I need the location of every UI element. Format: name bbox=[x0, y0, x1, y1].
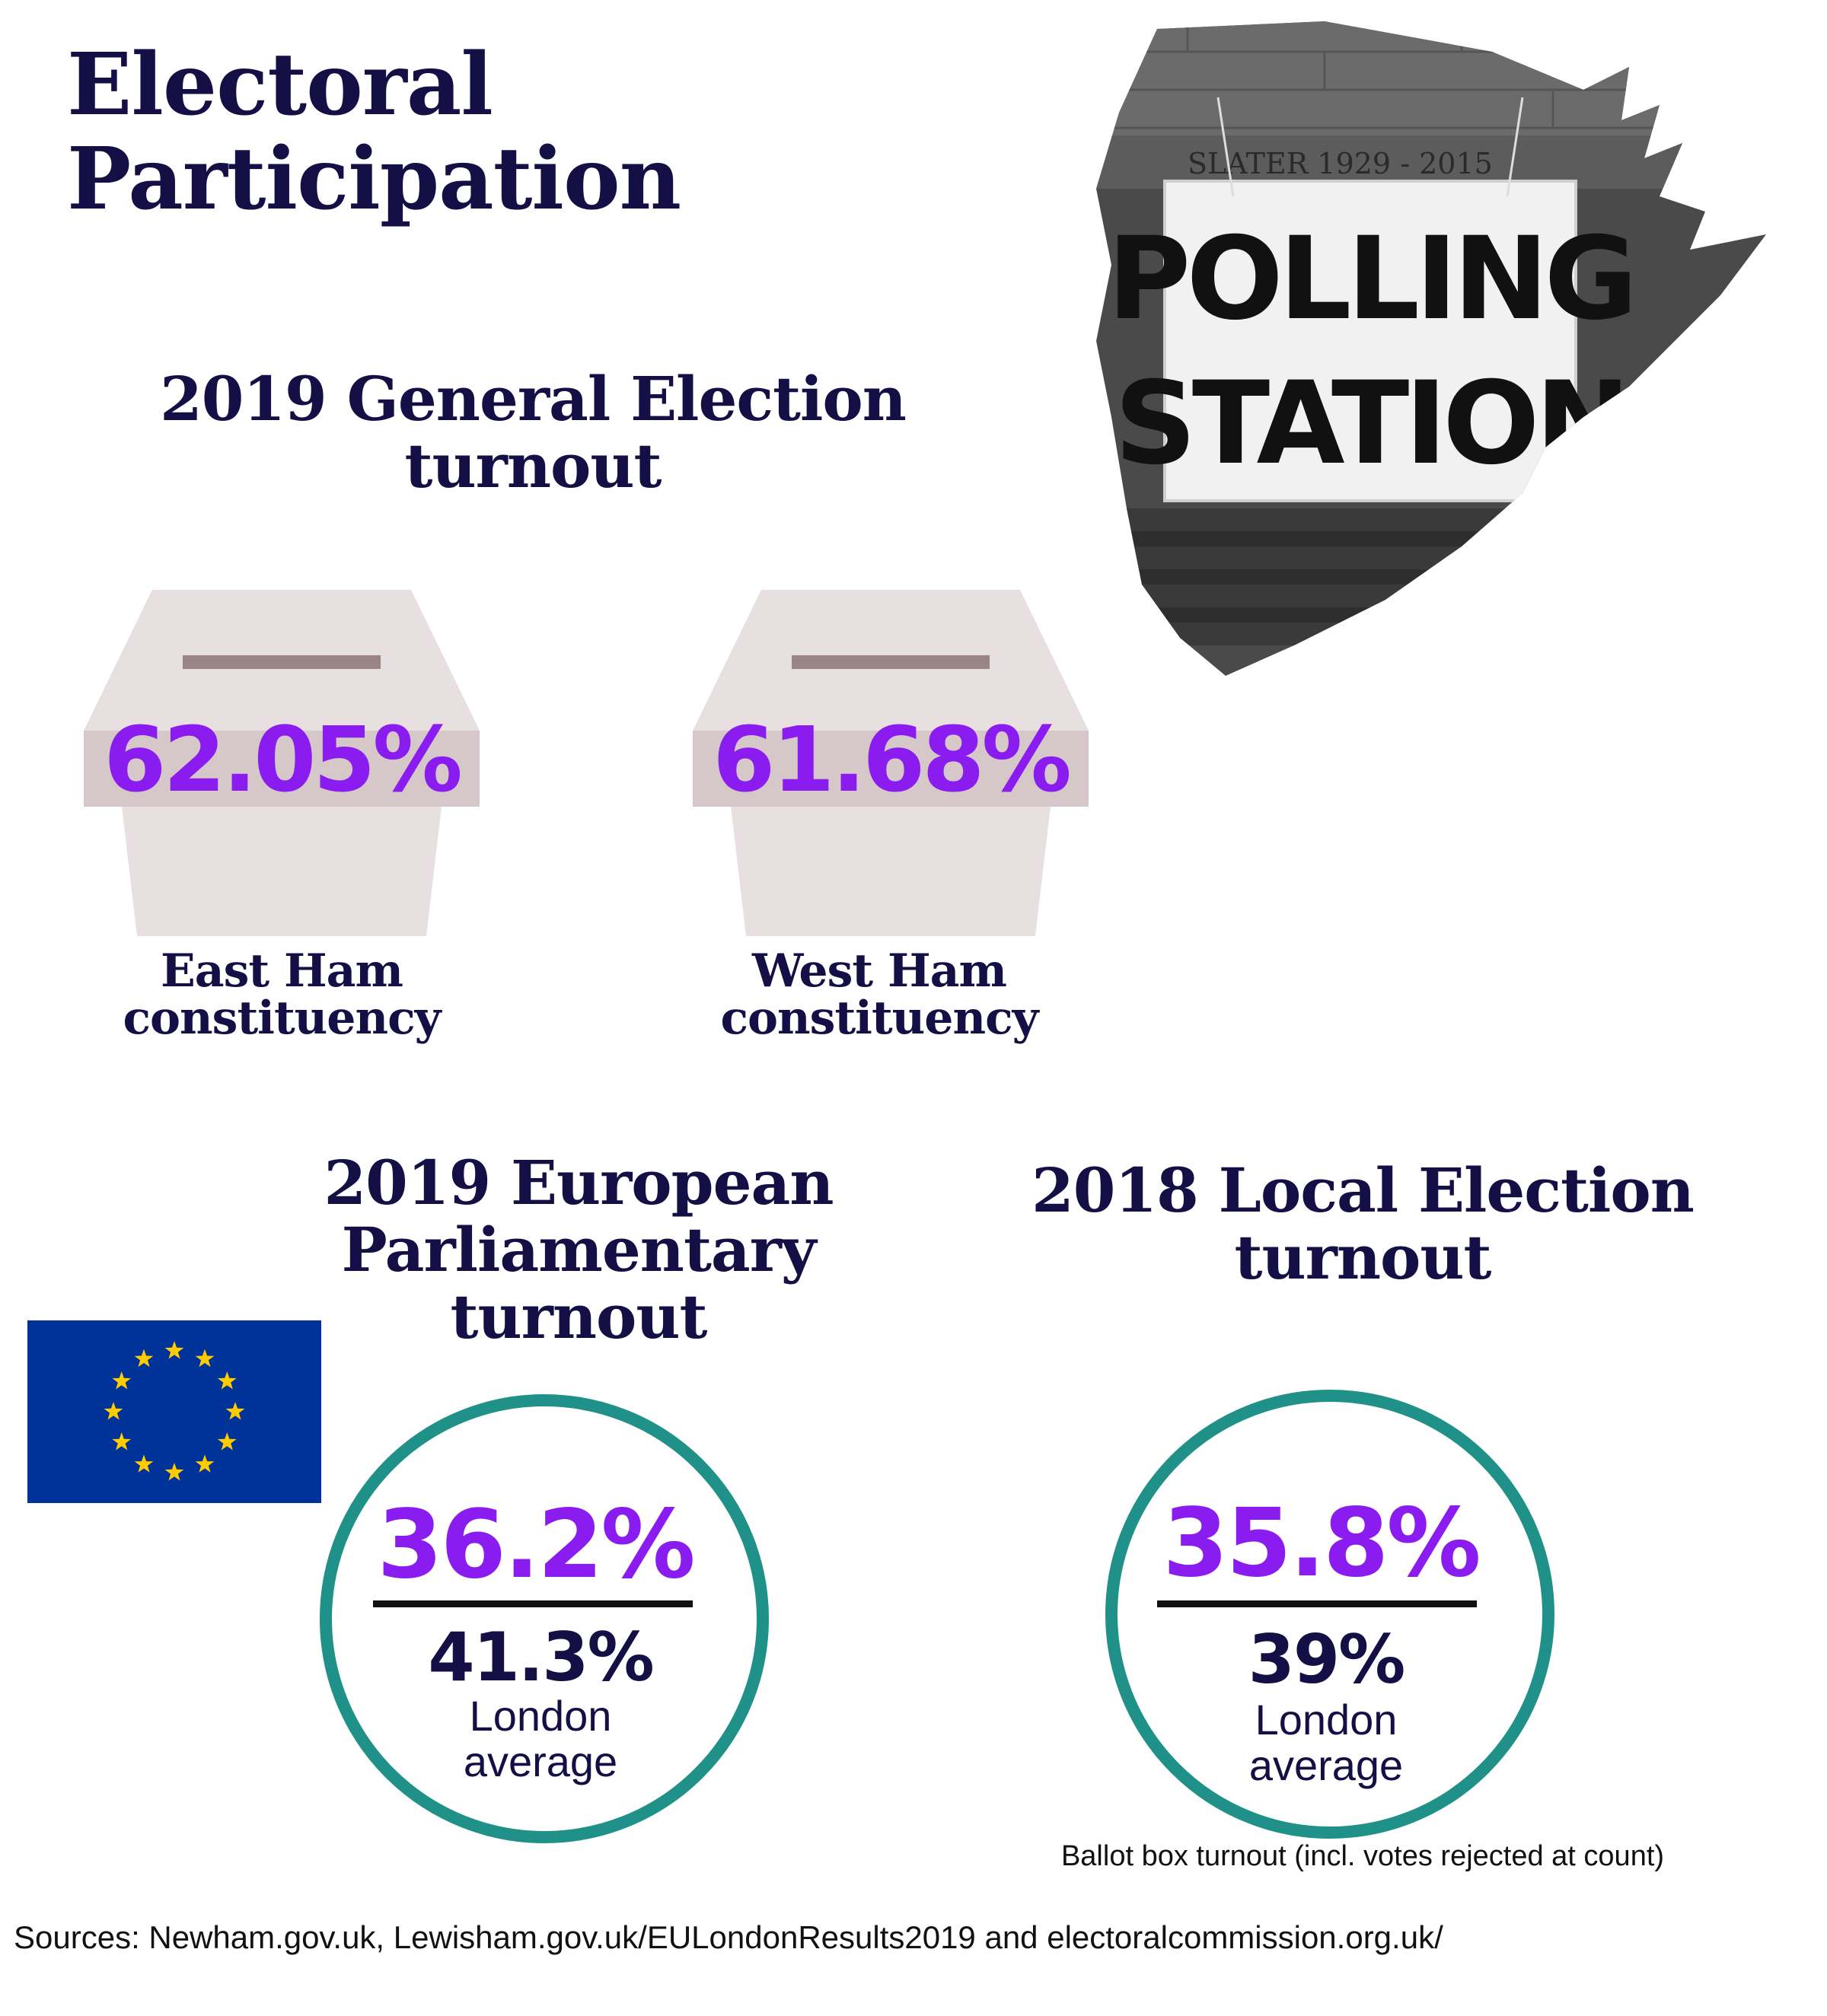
european-divider bbox=[373, 1600, 693, 1607]
eu-flag-icon bbox=[27, 1320, 321, 1503]
european-heading-line-3: turnout bbox=[450, 1281, 708, 1352]
local-london-label-line-2: average bbox=[1248, 1741, 1404, 1789]
european-heading: 2019 European Parliamentary turnout bbox=[198, 1149, 959, 1350]
european-london-average-value: 41.3% bbox=[428, 1618, 654, 1696]
polling-station-photo: SLATER 1929 - 2015 POLLING STATION bbox=[1096, 21, 1766, 676]
sign-text-line-1: POLLING bbox=[1107, 213, 1633, 346]
eu-star-icon bbox=[217, 1371, 237, 1390]
european-heading-line-2: Parliamentary bbox=[341, 1214, 817, 1285]
title-line-2: Participation bbox=[67, 129, 681, 229]
sign-text-line-2: STATION bbox=[1114, 358, 1626, 490]
european-turnout-value: 36.2% bbox=[377, 1490, 695, 1600]
ballot-box-icon bbox=[84, 590, 480, 936]
page-title: Electoral Participation bbox=[67, 38, 752, 227]
european-heading-line-1: 2019 European bbox=[324, 1147, 834, 1218]
east-ham-label-line-2: constituency bbox=[123, 992, 442, 1045]
local-election-heading: 2018 Local Election turnout bbox=[944, 1157, 1781, 1291]
general-election-heading-line-1: 2019 General Election bbox=[160, 363, 907, 435]
eu-star-icon bbox=[134, 1349, 154, 1368]
local-heading-line-1: 2018 Local Election bbox=[1031, 1155, 1695, 1226]
ballot-box-icon bbox=[693, 590, 1089, 936]
west-ham-turnout: 61.68% bbox=[713, 707, 1071, 812]
general-election-heading: 2019 General Election turnout bbox=[76, 365, 990, 499]
west-ham-card: 61.68% bbox=[685, 590, 1096, 955]
west-ham-label-line-2: constituency bbox=[720, 992, 1039, 1045]
eu-star-icon bbox=[112, 1432, 132, 1451]
local-london-average-value: 39% bbox=[1248, 1620, 1406, 1699]
east-ham-turnout: 62.05% bbox=[104, 707, 462, 812]
local-london-label-line-1: London bbox=[1255, 1696, 1398, 1744]
local-london-average-label: London average bbox=[1102, 1697, 1551, 1788]
east-ham-label: East Ham constituency bbox=[76, 947, 487, 1042]
eu-star-icon bbox=[225, 1402, 245, 1420]
european-london-average-label: London average bbox=[316, 1693, 765, 1785]
eu-star-icon bbox=[195, 1349, 215, 1368]
general-election-heading-line-2: turnout bbox=[404, 430, 662, 502]
eu-star-icon bbox=[134, 1454, 154, 1473]
eu-star-icon bbox=[164, 1463, 184, 1481]
east-ham-card: 62.05% bbox=[76, 590, 487, 955]
title-line-1: Electoral bbox=[67, 35, 493, 135]
eu-star-icon bbox=[164, 1341, 184, 1359]
turnout-note: Ballot box turnout (incl. votes rejected… bbox=[1060, 1840, 1665, 1872]
european-london-label-line-1: London bbox=[469, 1692, 612, 1740]
eu-star-icon bbox=[104, 1402, 123, 1420]
local-turnout-value: 35.8% bbox=[1162, 1489, 1481, 1598]
west-ham-label-line-1: West Ham bbox=[751, 944, 1007, 998]
european-london-label-line-2: average bbox=[463, 1737, 618, 1785]
eu-star-icon bbox=[195, 1454, 215, 1473]
eu-star-icon bbox=[112, 1371, 132, 1390]
plaque-text: SLATER 1929 - 2015 bbox=[1188, 147, 1493, 180]
eu-star-icon bbox=[217, 1432, 237, 1451]
local-divider bbox=[1157, 1600, 1477, 1607]
local-heading-line-2: turnout bbox=[1234, 1221, 1492, 1293]
east-ham-label-line-1: East Ham bbox=[160, 944, 403, 998]
west-ham-label: West Ham constituency bbox=[674, 947, 1085, 1042]
sources-footer: Sources: Newham.gov.uk, Lewisham.gov.uk/… bbox=[14, 1919, 1443, 1955]
